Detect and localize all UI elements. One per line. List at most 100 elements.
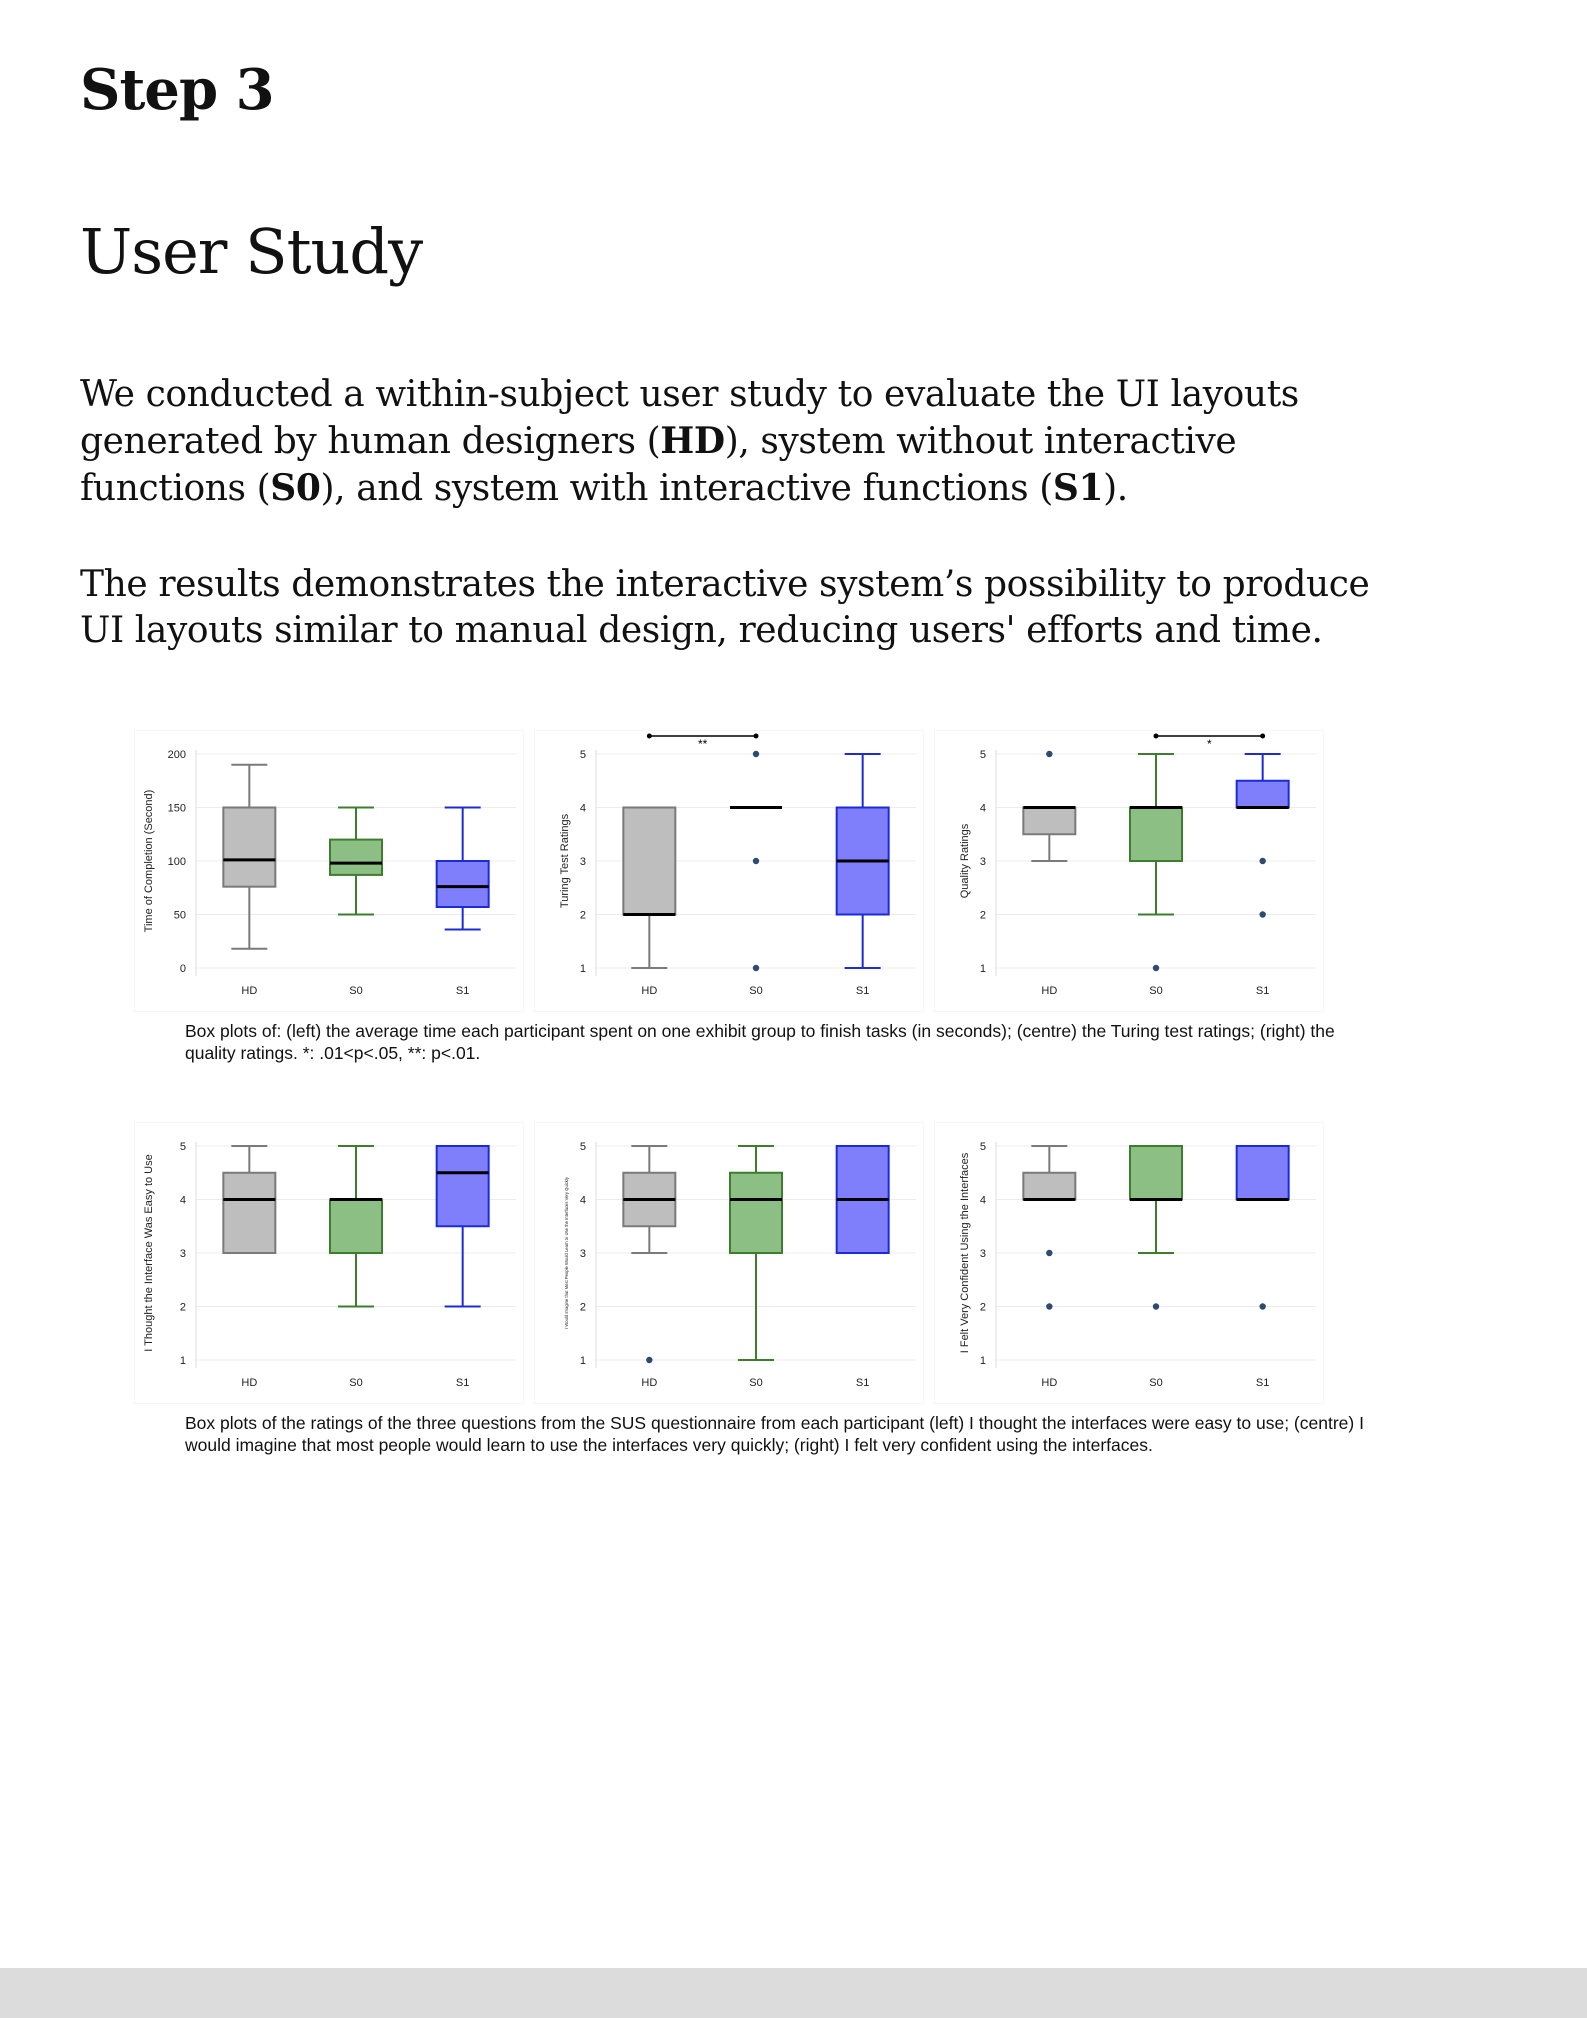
footer-band	[0, 1968, 1587, 2018]
text-run: ), and system with interactive functions…	[320, 468, 1054, 509]
y-tick-label: 3	[580, 1248, 586, 1260]
y-axis-label: I Felt Very Confident Using the Interfac…	[959, 1152, 971, 1353]
text-run: ), system without interactive functions …	[80, 421, 1237, 509]
y-tick-label: 1	[580, 963, 586, 975]
text-run: ).	[1103, 468, 1128, 509]
box-iqr	[222, 806, 277, 888]
box-hd	[222, 1145, 277, 1254]
figure-caption-2: Box plots of the ratings of the three qu…	[185, 1413, 1364, 1455]
outlier-point	[1046, 1249, 1053, 1257]
box-s0	[329, 806, 383, 916]
intro-paragraph-2: The results demonstrates the interactive…	[80, 562, 1410, 654]
outlier-point	[1046, 750, 1053, 758]
x-tick-label: HD	[1041, 1377, 1057, 1389]
section-title: User Study	[80, 215, 423, 288]
box-s1	[1235, 753, 1290, 918]
figure-caption-1: Box plots of: (left) the average time ea…	[185, 1021, 1335, 1063]
y-tick-label: 5	[980, 749, 986, 761]
y-tick-label: 2	[180, 1302, 186, 1314]
box-iqr	[1022, 806, 1077, 836]
y-tick-label: 0	[180, 963, 186, 975]
outlier-point	[1046, 1303, 1053, 1310]
outlier-point	[1152, 1303, 1160, 1310]
x-tick-label: HD	[241, 1377, 257, 1389]
y-tick-label: 2	[580, 910, 586, 922]
box-iqr	[622, 806, 677, 916]
boxplot-confident: 1 2 3 4 5 I Felt Very Confident Using the Int…	[934, 1122, 1324, 1404]
y-tick-label: 3	[580, 856, 586, 868]
box-hd	[1022, 1145, 1077, 1310]
outlier-point	[646, 1356, 653, 1364]
x-tick-label: S1	[856, 985, 869, 997]
significance-end	[1260, 733, 1266, 739]
x-tick-label: HD	[641, 985, 657, 997]
x-tick-label: HD	[1041, 985, 1057, 997]
box-s1	[1235, 1145, 1290, 1310]
y-tick-label: 4	[580, 1195, 586, 1207]
x-tick-label: S1	[1256, 985, 1269, 997]
text-run: The results demonstrates the interactive…	[80, 564, 1370, 651]
y-tick-label: 200	[168, 749, 186, 761]
x-tick-label: S1	[1256, 1377, 1269, 1389]
y-tick-label: 5	[580, 1141, 586, 1153]
bold-term: S0	[270, 467, 321, 509]
boxplot-easy-to-use: 1 2 3 4 5 I Thought the Interface Was Easy to…	[134, 1122, 524, 1404]
y-tick-label: 3	[980, 1248, 986, 1260]
plot-background	[934, 730, 1324, 1012]
box-iqr	[222, 1171, 277, 1254]
y-tick-label: 5	[980, 1141, 986, 1153]
y-axis-label: I Thought the Interface Was Easy to Use	[143, 1154, 155, 1352]
x-tick-label: S0	[349, 1377, 362, 1389]
y-tick-label: 1	[580, 1355, 586, 1367]
box-iqr	[1235, 779, 1290, 809]
outlier-point	[1259, 1303, 1266, 1310]
y-tick-label: 2	[980, 910, 986, 922]
x-tick-label: S0	[1149, 985, 1162, 997]
intro-paragraph-1: We conducted a within-subject user study…	[80, 372, 1410, 512]
box-s0	[730, 750, 782, 972]
y-tick-label: 2	[580, 1302, 586, 1314]
y-tick-label: 1	[980, 963, 986, 975]
bold-term: S1	[1052, 467, 1104, 509]
y-tick-label: 3	[980, 856, 986, 868]
x-tick-label: S1	[856, 1377, 869, 1389]
y-tick-label: 4	[980, 1195, 986, 1207]
box-iqr	[435, 860, 490, 909]
y-tick-label: 4	[580, 803, 586, 815]
y-axis-label: I Would Imagine that Most People Would L…	[564, 1176, 569, 1329]
box-iqr	[1235, 1145, 1290, 1201]
outlier-point	[752, 964, 760, 972]
outlier-point	[752, 750, 760, 758]
y-tick-label: 4	[980, 803, 986, 815]
x-tick-label: HD	[641, 1377, 657, 1389]
significance-label: *	[1207, 737, 1212, 751]
significance-end	[646, 733, 652, 739]
x-tick-label: S1	[456, 985, 469, 997]
boxplot-time-of-completion: 0 50 100 150 200 Time of Completion (Second) H…	[134, 730, 524, 1012]
boxplot-turing-test: 1 2 3 4 5 Turing Test Ratings HD S0 S1 **	[534, 730, 924, 1012]
box-iqr	[329, 838, 383, 876]
outlier-point	[752, 857, 760, 865]
figure-row-2: 1 2 3 4 5 I Thought the Interface Was Easy to…	[134, 1122, 1334, 1404]
box-hd	[1022, 750, 1077, 862]
bold-term: HD	[660, 420, 725, 462]
y-axis-label: Quality Ratings	[959, 823, 971, 898]
boxplot-learn-quickly: 1 2 3 4 5 I Would Imagine that Most People Wo…	[534, 1122, 924, 1404]
outlier-point	[1152, 964, 1160, 972]
y-tick-label: 100	[168, 856, 186, 868]
y-tick-label: 2	[980, 1302, 986, 1314]
box-s0	[329, 1145, 383, 1308]
box-s0	[729, 1145, 783, 1361]
y-tick-label: 50	[174, 910, 186, 922]
box-s1	[435, 806, 490, 931]
box-iqr	[435, 1145, 490, 1228]
x-tick-label: S0	[1149, 1377, 1162, 1389]
box-hd	[622, 1145, 677, 1364]
box-s1	[835, 753, 890, 969]
box-iqr	[1129, 806, 1183, 862]
box-s0	[1129, 753, 1183, 972]
boxplot-quality: 1 2 3 4 5 Quality Ratings HD S0 S1 *	[934, 730, 1324, 1012]
y-axis-label: Time of Completion (Second)	[143, 790, 155, 933]
x-tick-label: S0	[749, 1377, 762, 1389]
y-tick-label: 150	[168, 803, 186, 815]
